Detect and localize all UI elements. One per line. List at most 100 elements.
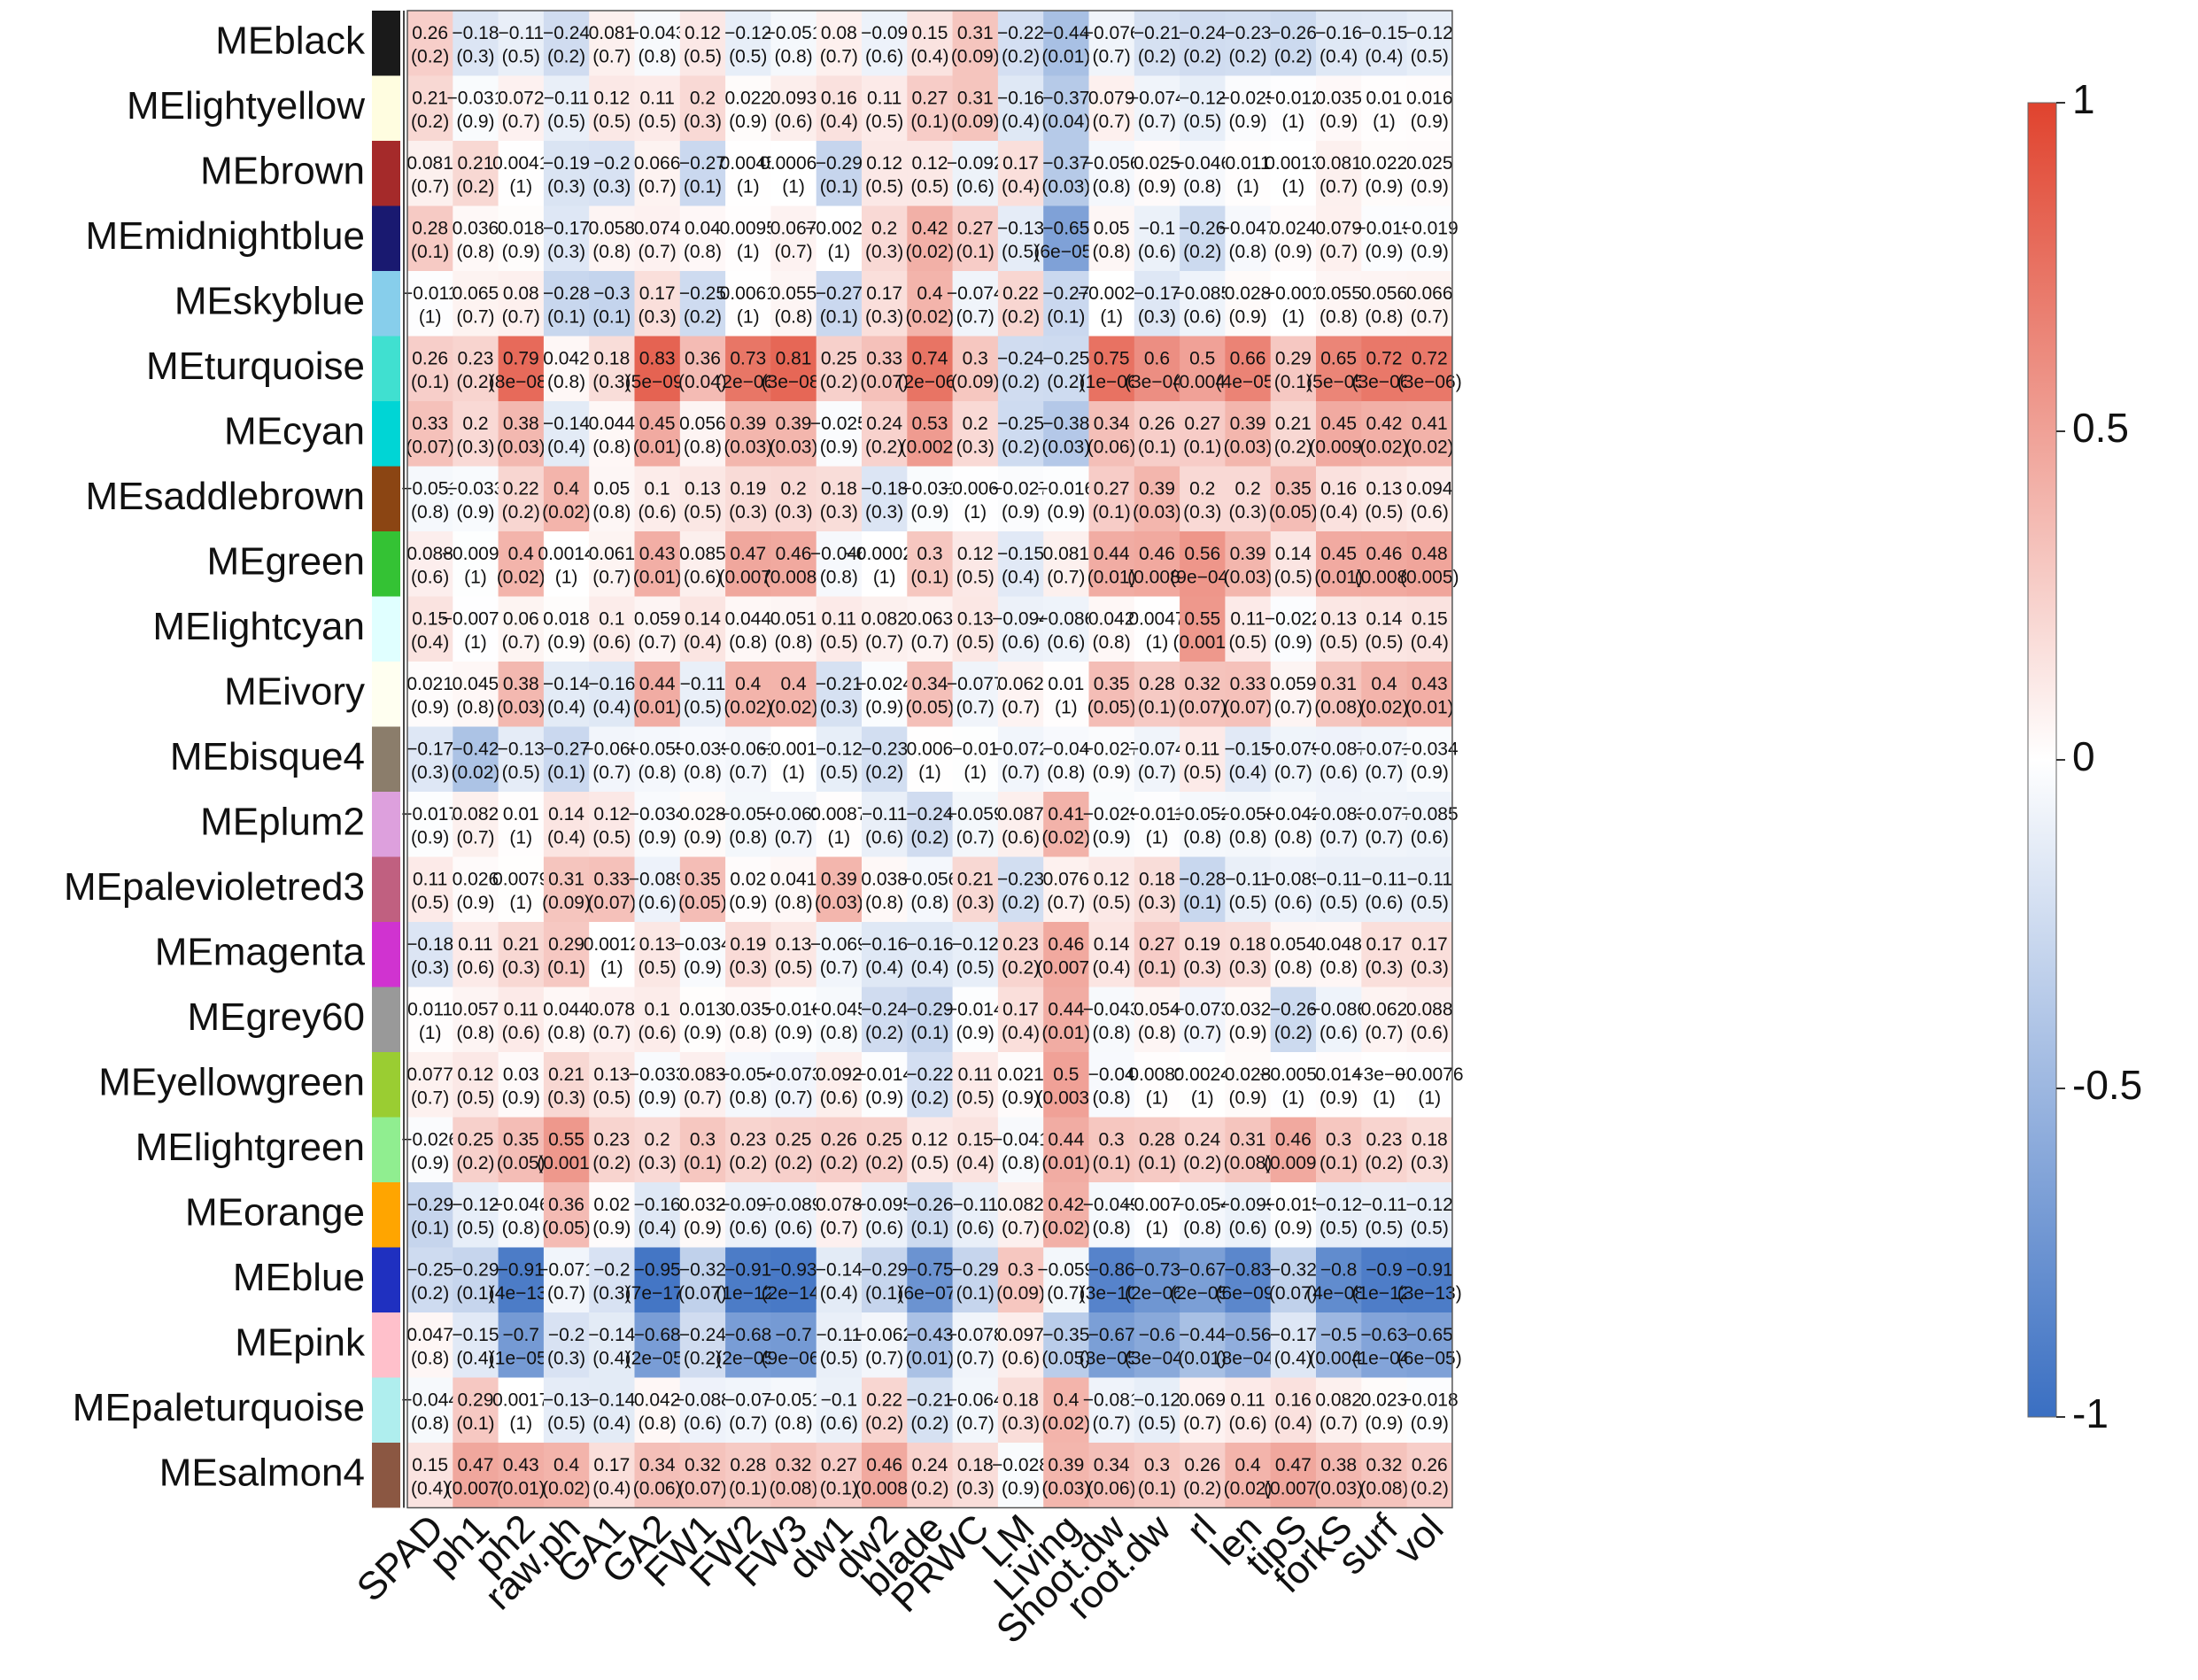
cell-correlation-label: 0.026 bbox=[453, 870, 499, 890]
heatmap-cell bbox=[543, 205, 590, 272]
cell-correlation-label: −0.24 bbox=[997, 349, 1044, 369]
cell-pvalue-label: (0.2) bbox=[729, 1153, 767, 1173]
cell-correlation-label: 0.15 bbox=[912, 23, 948, 43]
cell-correlation-label: −0.8 bbox=[1320, 1260, 1357, 1281]
cell-pvalue-label: (0.7) bbox=[502, 306, 540, 327]
cell-pvalue-label: (0.8) bbox=[1047, 763, 1085, 783]
heatmap-cell bbox=[498, 1247, 545, 1313]
cell-correlation-label: 0.097 bbox=[997, 1325, 1044, 1345]
cell-pvalue-label: (0.4) bbox=[820, 1283, 858, 1304]
heatmap-cell bbox=[589, 922, 636, 988]
cell-correlation-label: 0.22 bbox=[1002, 283, 1039, 304]
cell-pvalue-label: (0.3) bbox=[547, 1348, 585, 1368]
cell-correlation-label: 0.28 bbox=[1139, 1130, 1175, 1150]
cell-pvalue-label: (0.3) bbox=[956, 437, 995, 457]
cell-pvalue-label: (0.8) bbox=[456, 1023, 494, 1043]
cell-correlation-label: 0.19 bbox=[1184, 934, 1220, 955]
heatmap-cell bbox=[816, 531, 863, 598]
heatmap-cell bbox=[1361, 336, 1408, 402]
cell-correlation-label: −0.069 bbox=[810, 934, 868, 955]
cell-correlation-label: −0.083 bbox=[1310, 804, 1367, 825]
cell-correlation-label: −0.35 bbox=[1042, 1325, 1089, 1345]
cell-pvalue-label: (0.1) bbox=[1093, 1153, 1131, 1173]
cell-pvalue-label: (1) bbox=[828, 242, 851, 262]
cell-pvalue-label: (0.6) bbox=[411, 567, 449, 587]
cell-pvalue-label: (0.2) bbox=[865, 437, 903, 457]
cell-correlation-label: 0.3 bbox=[690, 1130, 716, 1150]
heatmap-cell bbox=[1088, 792, 1135, 858]
cell-correlation-label: −0.16 bbox=[1315, 23, 1362, 43]
cell-pvalue-label: (0.6) bbox=[639, 893, 677, 913]
cell-pvalue-label: (0.02) bbox=[452, 763, 500, 783]
cell-pvalue-label: (0.7) bbox=[1411, 306, 1449, 327]
cell-correlation-label: 0.056 bbox=[1361, 283, 1408, 304]
cell-correlation-label: −0.21 bbox=[1134, 23, 1180, 43]
heatmap-cell bbox=[1316, 531, 1362, 598]
heatmap-cell bbox=[1270, 856, 1317, 923]
heatmap-cell bbox=[725, 271, 771, 337]
cell-pvalue-label: (0.7) bbox=[1365, 763, 1403, 783]
cell-correlation-label: −0.051 bbox=[765, 23, 823, 43]
cell-correlation-label: 0.34 bbox=[1094, 1455, 1130, 1475]
cell-correlation-label: 0.74 bbox=[912, 349, 948, 369]
cell-correlation-label: −0.00022 bbox=[846, 544, 924, 564]
cell-pvalue-label: (0.8) bbox=[684, 763, 722, 783]
heatmap-cell bbox=[498, 531, 545, 598]
heatmap-cell bbox=[634, 1117, 681, 1183]
cell-pvalue-label: (0.07) bbox=[406, 437, 454, 457]
cell-pvalue-label: (0.4) bbox=[1002, 1023, 1040, 1043]
cell-correlation-label: −0.09 bbox=[861, 23, 908, 43]
cell-pvalue-label: (0.7) bbox=[1047, 1283, 1085, 1304]
cell-pvalue-label: (0.01) bbox=[633, 697, 682, 717]
heatmap-cell bbox=[1406, 11, 1453, 77]
cell-correlation-label: 0.01 bbox=[1366, 89, 1403, 109]
cell-correlation-label: 0.33 bbox=[1230, 674, 1266, 694]
cell-pvalue-label: (0.001) bbox=[537, 1153, 596, 1173]
cell-pvalue-label: (0.9) bbox=[774, 1023, 812, 1043]
heatmap-cell bbox=[1088, 466, 1135, 532]
heatmap-cell bbox=[1088, 1247, 1135, 1313]
cell-correlation-label: 0.0041 bbox=[492, 153, 549, 174]
cell-correlation-label: 0.48 bbox=[1412, 544, 1448, 564]
cell-pvalue-label: (0.2) bbox=[502, 502, 540, 523]
cell-pvalue-label: (0.8) bbox=[820, 567, 858, 587]
cell-correlation-label: 0.25 bbox=[776, 1130, 812, 1150]
heatmap-cell bbox=[907, 726, 954, 793]
cell-correlation-label: 0.2 bbox=[1234, 479, 1260, 499]
heatmap-cell bbox=[1088, 205, 1135, 272]
row-label: MEblack bbox=[215, 19, 366, 62]
heatmap-cell bbox=[453, 596, 499, 662]
heatmap-cell bbox=[1270, 726, 1317, 793]
cell-correlation-label: −0.15 bbox=[997, 544, 1044, 564]
cell-pvalue-label: (0.4) bbox=[1002, 112, 1040, 132]
cell-correlation-label: 0.21 bbox=[503, 934, 539, 955]
heatmap-cell bbox=[725, 11, 771, 77]
heatmap-cell bbox=[543, 856, 590, 923]
cell-pvalue-label: (0.9) bbox=[1228, 306, 1266, 327]
cell-pvalue-label: (5e−09) bbox=[625, 372, 690, 392]
cell-correlation-label: 0.044 bbox=[724, 609, 771, 630]
cell-pvalue-label: (6e−05) bbox=[1033, 242, 1098, 262]
cell-correlation-label: −0.12 bbox=[1406, 1195, 1453, 1215]
heatmap-cell bbox=[1406, 1312, 1453, 1379]
cell-pvalue-label: (0.9) bbox=[456, 893, 494, 913]
cell-correlation-label: 0.085 bbox=[679, 544, 726, 564]
heatmap-cell bbox=[1043, 271, 1090, 337]
cell-pvalue-label: (1) bbox=[873, 567, 896, 587]
cell-pvalue-label: (0.7) bbox=[729, 1413, 767, 1434]
heatmap-cell bbox=[1270, 205, 1317, 272]
heatmap-cell bbox=[589, 1117, 636, 1183]
heatmap-cell bbox=[997, 466, 1044, 532]
cell-pvalue-label: (0.2) bbox=[411, 1283, 449, 1304]
cell-correlation-label: 0.02 bbox=[730, 870, 766, 890]
heatmap-cell bbox=[407, 1052, 453, 1119]
cell-pvalue-label: (4e−05) bbox=[1216, 372, 1281, 392]
cell-correlation-label: −0.059 bbox=[1037, 1260, 1095, 1281]
cell-pvalue-label: (0.6) bbox=[865, 46, 903, 66]
cell-pvalue-label: (0.4) bbox=[592, 1348, 631, 1368]
cell-pvalue-label: (0.5) bbox=[502, 46, 540, 66]
heatmap-cell bbox=[453, 11, 499, 77]
row-label: MEyellowgreen bbox=[98, 1060, 365, 1103]
cell-correlation-label: 0.01 bbox=[1048, 674, 1084, 694]
cell-pvalue-label: (7e−17) bbox=[625, 1283, 690, 1304]
